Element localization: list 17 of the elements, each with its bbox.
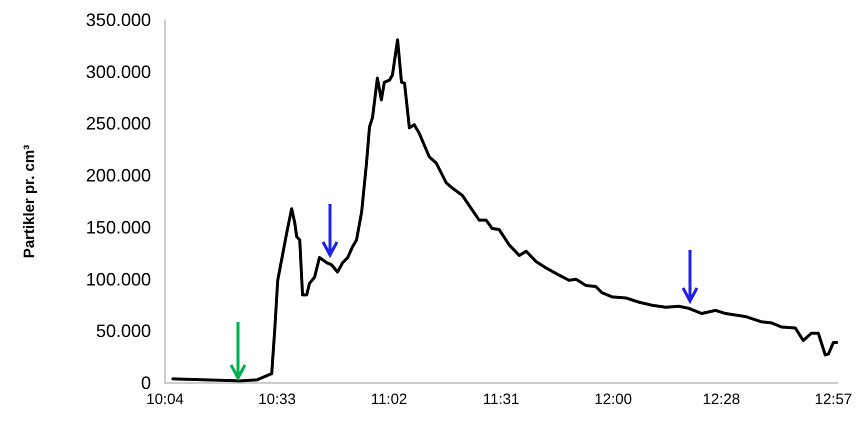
y-tick-label: 250.000 (86, 114, 151, 134)
y-tick-label: 0 (140, 373, 151, 393)
x-tick-label: 11:31 (482, 391, 520, 408)
y-tick-label: 300.000 (86, 62, 151, 82)
x-tick-label: 12:57 (814, 391, 852, 408)
x-tick-label: 10:04 (146, 391, 184, 408)
x-tick-label: 12:00 (594, 391, 632, 408)
y-tick-label: 200.000 (86, 166, 151, 186)
line-series (171, 38, 838, 382)
x-tick-label: 11:02 (370, 391, 408, 408)
y-tick-label: 150.000 (86, 217, 151, 238)
y-tick-label: 100.000 (86, 269, 151, 290)
x-tick-label: 12:28 (702, 391, 740, 408)
y-axis-title: Partikler pr. cm³ (21, 144, 38, 258)
x-tick-label: 10:33 (258, 391, 296, 408)
y-tick-label: 350.000 (86, 10, 151, 30)
y-tick-label: 50.000 (96, 321, 151, 342)
